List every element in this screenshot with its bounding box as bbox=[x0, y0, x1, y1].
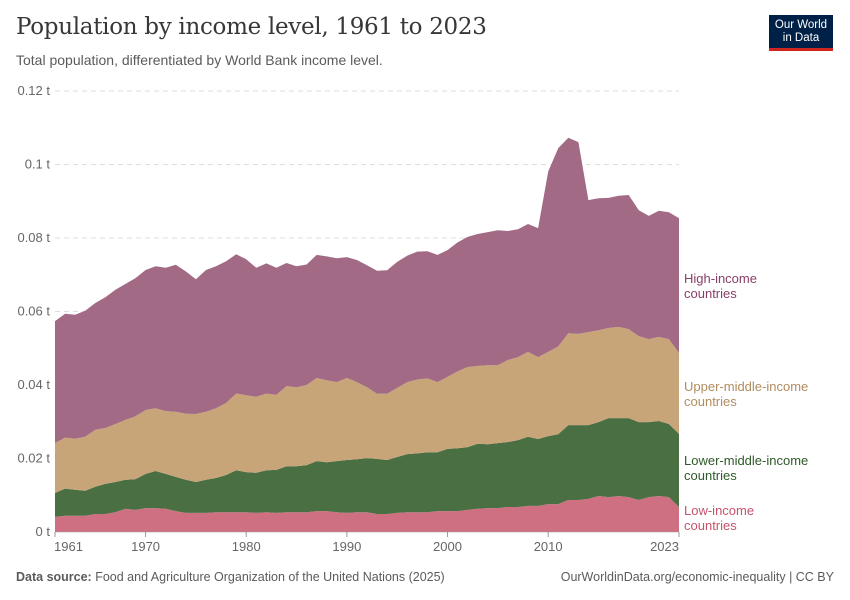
area-high-income-countries[interactable] bbox=[55, 137, 679, 444]
area-low-income-countries[interactable] bbox=[55, 496, 679, 532]
area-upper-middle-income-countries[interactable] bbox=[55, 326, 679, 493]
logo-line2: in Data bbox=[782, 32, 820, 44]
series-label-line2: countries bbox=[684, 468, 737, 483]
chart-subtitle: Total population, differentiated by Worl… bbox=[16, 52, 383, 68]
x-tick-label: 1961 bbox=[54, 539, 83, 554]
series-labels: Low-incomecountriesLower-middle-incomeco… bbox=[684, 271, 808, 533]
y-axis-ticks: 0 t 0.02 t 0.04 t 0.06 t 0.08 t 0.1 t 0.12 t bbox=[17, 83, 50, 539]
y-tick-label: 0.02 t bbox=[17, 451, 50, 466]
x-tick-label: 2010 bbox=[534, 539, 563, 554]
area-layers bbox=[55, 137, 679, 532]
x-tick-label: 2000 bbox=[433, 539, 462, 554]
data-source-label: Data source: bbox=[16, 570, 92, 584]
y-tick-label: 0.04 t bbox=[17, 377, 50, 392]
series-label-line1: Upper-middle-income bbox=[684, 379, 808, 394]
data-source-text: Food and Agriculture Organization of the… bbox=[91, 570, 445, 584]
series-label-line2: countries bbox=[684, 394, 737, 409]
x-tick-label: 2023 bbox=[650, 539, 679, 554]
x-tick-label: 1980 bbox=[232, 539, 261, 554]
credit-link[interactable]: OurWorldinData.org/economic-inequality |… bbox=[560, 570, 834, 584]
y-tick-label: 0.06 t bbox=[17, 304, 50, 319]
y-tick-label: 0.1 t bbox=[25, 157, 51, 172]
y-tick-label: 0.12 t bbox=[17, 83, 50, 98]
data-source: Data source: Food and Agriculture Organi… bbox=[16, 570, 445, 584]
owid-logo[interactable]: Our World in Data bbox=[769, 15, 833, 51]
y-tick-label: 0 t bbox=[36, 524, 51, 539]
chart-title: Population by income level, 1961 to 2023 bbox=[16, 14, 487, 40]
series-label-line2: countries bbox=[684, 286, 737, 301]
y-tick-label: 0.08 t bbox=[17, 230, 50, 245]
series-label-line1: Low-income bbox=[684, 503, 754, 518]
x-tick-label: 1990 bbox=[332, 539, 361, 554]
area-lower-middle-income-countries[interactable] bbox=[55, 418, 679, 517]
logo-line1: Our World bbox=[774, 19, 828, 31]
x-axis: 1961 1970 1980 1990 2000 2010 2023 bbox=[54, 531, 680, 554]
series-label-line1: High-income bbox=[684, 271, 757, 286]
series-label-line1: Lower-middle-income bbox=[684, 453, 808, 468]
x-tick-label: 1970 bbox=[131, 539, 160, 554]
series-label-line2: countries bbox=[684, 518, 737, 533]
